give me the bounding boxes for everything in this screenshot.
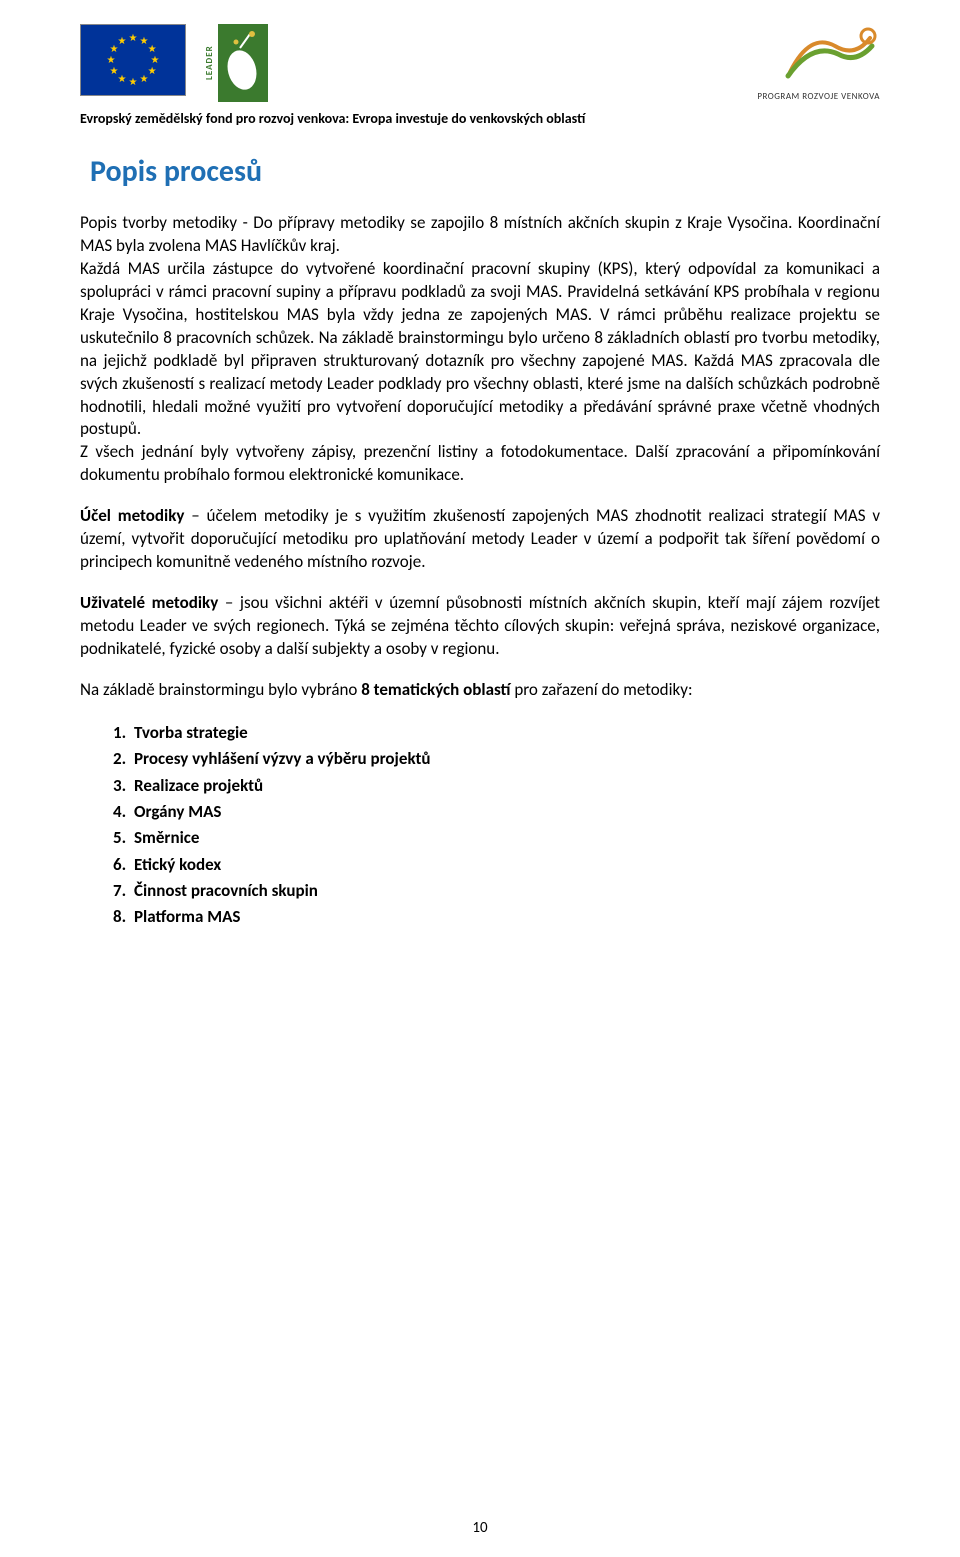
topics-bold: 8 tematických oblastí <box>361 679 510 700</box>
paragraph-kps: Každá MAS určila zástupce do vytvořené k… <box>80 258 880 442</box>
eu-star-icon: ★ <box>107 55 116 65</box>
paragraph-intro: Popis tvorby metodiky - Do přípravy meto… <box>80 212 880 258</box>
page-number: 10 <box>0 1519 960 1537</box>
page-title: Popis procesů <box>90 153 880 190</box>
logos-left-group: ★★★★★★★★★★★★ LEADER <box>80 24 268 102</box>
paragraph-outputs-text: Z všech jednání byly vytvořeny zápisy, p… <box>80 441 880 485</box>
prv-mark-icon <box>780 24 880 82</box>
leader-label: LEADER <box>204 24 218 102</box>
eu-star-icon: ★ <box>109 66 118 76</box>
prv-caption: PROGRAM ROZVOJE VENKOVA <box>757 91 880 102</box>
paragraph-outputs: Z všech jednání byly vytvořeny zápisy, p… <box>80 441 880 487</box>
eu-star-icon: ★ <box>140 74 149 84</box>
topics-pre: Na základě brainstormingu bylo vybráno <box>80 679 361 700</box>
eu-star-icon: ★ <box>118 74 127 84</box>
paragraph-topics-intro: Na základě brainstormingu bylo vybráno 8… <box>80 679 880 702</box>
topic-list-item: Realizace projektů <box>130 773 880 799</box>
users-label: Uživatelé metodiky <box>80 592 218 613</box>
funding-subheader: Evropský zemědělský fond pro rozvoj venk… <box>80 110 880 127</box>
eu-star-icon: ★ <box>129 33 138 43</box>
paragraph-purpose: Účel metodiky – účelem metodiky je s vyu… <box>80 505 880 574</box>
document-body: Popis tvorby metodiky - Do přípravy meto… <box>80 212 880 931</box>
paragraph-kps-text: Každá MAS určila zástupce do vytvořené k… <box>80 258 880 440</box>
topic-list-item: Etický kodex <box>130 852 880 878</box>
eu-star-icon: ★ <box>129 77 138 87</box>
topic-list-item: Směrnice <box>130 825 880 851</box>
document-page: ★★★★★★★★★★★★ LEADER PROGRAM ROZVOJE VENK… <box>0 0 960 1557</box>
topic-list-item: Procesy vyhlášení výzvy a výběru projekt… <box>130 746 880 772</box>
topics-post: pro zařazení do metodiky: <box>511 679 693 700</box>
prv-logo: PROGRAM ROZVOJE VENKOVA <box>757 24 880 102</box>
leader-logo: LEADER <box>204 24 268 102</box>
topic-list-item: Platforma MAS <box>130 904 880 930</box>
topic-list-item: Tvorba strategie <box>130 720 880 746</box>
eu-star-icon: ★ <box>118 36 127 46</box>
eu-flag-logo: ★★★★★★★★★★★★ <box>80 24 186 96</box>
purpose-text: – účelem metodiky je s využitím zkušenos… <box>80 505 880 572</box>
topic-list: Tvorba strategieProcesy vyhlášení výzvy … <box>80 720 880 931</box>
purpose-label: Účel metodiky <box>80 505 184 526</box>
topic-list-item: Orgány MAS <box>130 799 880 825</box>
topic-list-item: Činnost pracovních skupin <box>130 878 880 904</box>
leader-leaf-icon <box>222 30 262 94</box>
paragraph-users: Uživatelé metodiky – jsou všichni aktéři… <box>80 592 880 661</box>
eu-star-icon: ★ <box>148 66 157 76</box>
header-logos-row: ★★★★★★★★★★★★ LEADER PROGRAM ROZVOJE VENK… <box>80 24 880 102</box>
